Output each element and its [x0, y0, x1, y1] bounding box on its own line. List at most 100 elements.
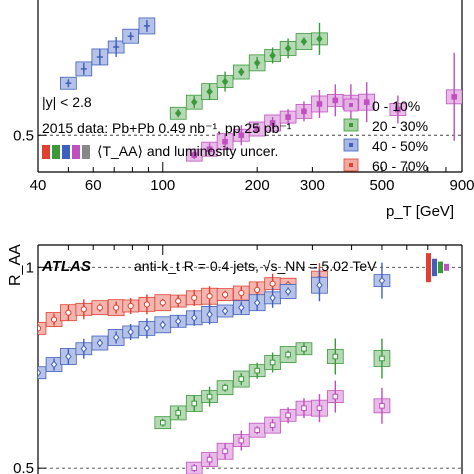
data-point: [284, 287, 292, 296]
data-point: [332, 97, 339, 104]
data-point: [238, 132, 245, 139]
normalization-bar: [432, 258, 437, 277]
data-point: [206, 393, 213, 400]
data-point: [363, 99, 370, 105]
sys-uncertainty-box: [38, 366, 47, 380]
data-point: [206, 310, 213, 319]
data-point: [191, 294, 198, 301]
data-point: [253, 298, 261, 307]
data-point: [175, 297, 182, 305]
data-point: [143, 301, 151, 308]
data-point: [222, 138, 228, 145]
data-point: [38, 368, 42, 377]
x-tick-label: 200: [245, 177, 270, 194]
data-point: [80, 306, 87, 313]
data-point: [174, 109, 182, 118]
legend: 0 - 10% 20 - 30% 40 - 50% 60 - 70%: [343, 98, 428, 174]
uncertainty-swatch: [82, 145, 90, 159]
data-point: [143, 22, 150, 29]
data-point: [253, 58, 261, 67]
data-point: [254, 367, 260, 374]
data-point: [191, 400, 198, 407]
top-panel: 0.5 40 60 100 200 300 500 900: [13, 0, 474, 194]
x-tick-label: 500: [369, 177, 394, 194]
normalization-bar: [438, 261, 443, 274]
data-point: [191, 98, 198, 107]
normalization-bar: [444, 263, 449, 271]
y-tick-label: 0.5: [13, 460, 34, 474]
data-point: [301, 108, 307, 115]
data-point: [254, 427, 260, 433]
data-point: [206, 87, 213, 96]
data-point: [269, 280, 276, 287]
data-point: [127, 302, 134, 310]
data-point: [378, 276, 386, 285]
bottom-y-axis-label: R_AA: [7, 244, 24, 286]
data-point: [395, 106, 401, 113]
data-point: [191, 313, 198, 322]
data-point: [50, 316, 58, 323]
data-point: [269, 359, 276, 366]
x-tick-label: 900: [449, 177, 474, 194]
uncertainty-swatch: [72, 145, 80, 159]
data-point: [96, 304, 103, 311]
data-point: [65, 309, 72, 316]
legend-marker: [349, 123, 353, 127]
data-point: [316, 281, 323, 290]
series-layer: [38, 262, 391, 474]
data-point: [316, 34, 323, 43]
y-tick-label: 0.5: [13, 127, 34, 144]
data-point: [143, 324, 151, 333]
legend-label: 40 - 50%: [372, 138, 428, 154]
data-point: [127, 327, 134, 336]
normalization-bar: [426, 253, 431, 283]
legend-marker: [349, 143, 353, 147]
legend-label: 60 - 70%: [372, 158, 428, 174]
series-layer: [60, 17, 462, 162]
data-point: [38, 325, 42, 332]
data-point: [206, 146, 213, 152]
data-point: [238, 437, 245, 444]
data-point: [127, 33, 134, 40]
data-point: [451, 94, 458, 100]
data-point: [284, 44, 292, 53]
data-point: [206, 293, 213, 300]
data-point: [174, 317, 182, 326]
data-point: [269, 120, 276, 126]
data-point: [175, 410, 182, 416]
data-point: [191, 152, 198, 158]
data-point: [254, 286, 261, 293]
data-point: [113, 44, 120, 51]
data-point: [221, 77, 229, 86]
data-point: [159, 320, 167, 329]
x-tick-label: 300: [300, 177, 325, 194]
data-point: [96, 53, 103, 60]
data-point: [379, 403, 385, 409]
data-point: [301, 405, 307, 411]
data-point: [65, 352, 72, 361]
data-point: [96, 339, 104, 348]
legend-label: 20 - 30%: [372, 118, 428, 134]
data-point: [238, 303, 245, 312]
data-point: [80, 65, 87, 72]
uncertainty-swatch: [62, 145, 70, 159]
data-point: [238, 289, 245, 297]
data-point: [269, 51, 276, 60]
data-point: [316, 405, 323, 411]
normalization-uncertainty-bars: [426, 253, 449, 283]
data-point: [113, 304, 120, 311]
legend-marker: [349, 163, 353, 167]
uncertainty-swatches: [42, 145, 90, 159]
data-point: [80, 344, 88, 353]
data-point: [301, 345, 307, 352]
data-point: [269, 293, 276, 302]
data-point: [50, 360, 58, 369]
legend-marker: [349, 103, 353, 107]
data-point: [332, 393, 339, 400]
uncertainty-swatch: [52, 145, 60, 159]
y-tick-label: 1: [26, 259, 34, 276]
data-point: [65, 80, 72, 87]
data-point: [285, 114, 291, 120]
data-point: [221, 291, 229, 298]
